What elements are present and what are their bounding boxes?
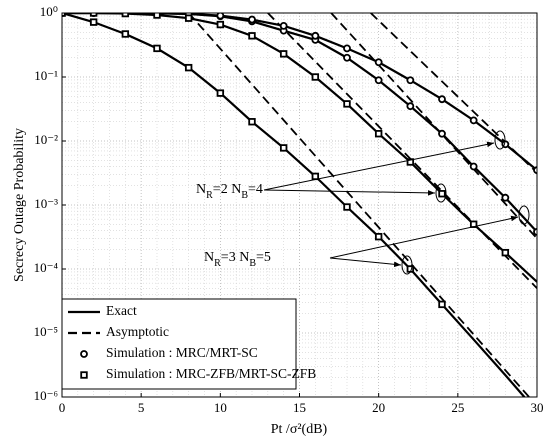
x-tick-label: 15 [293,400,306,415]
y-tick-label: 10⁻⁵ [34,324,58,339]
y-tick-label: 10⁻¹ [34,68,58,83]
circle-marker [469,116,478,125]
arrow [329,215,519,259]
arrow [329,257,402,268]
square-marker [121,13,130,18]
exact-line [62,13,526,397]
square-marker [343,203,351,211]
square-marker [89,18,98,26]
annotations: NR=2 NB=4NR=3 NB=5 [196,182,271,269]
annotation-part: N [204,250,214,265]
square-marker [406,158,415,166]
asymptotic-line [370,13,537,174]
square-marker [248,118,256,126]
asymptotic-line [330,13,537,240]
square-marker [153,13,161,19]
circle-marker [533,227,537,236]
square-marker [248,32,256,40]
square-marker [184,14,193,22]
arrow [263,141,495,191]
ellipse [401,255,413,275]
x-axis-label: Pt /σ²(dB) [271,422,328,437]
legend-label: Simulation : MRC-ZFB/MRT-SC-ZFB [106,366,316,381]
y-tick-label: 10⁻² [34,132,58,147]
annotation-part: =2 N [213,182,242,197]
annotation-part: =5 [256,250,271,265]
circle-marker [374,76,383,85]
annotation-part: =4 [248,182,263,197]
square-marker [438,300,446,309]
x-tick-label: 0 [59,400,66,415]
ellipse [494,130,506,150]
circle-marker [216,13,225,20]
exact-line [62,13,537,283]
circle-marker [501,193,510,202]
legend-label: Asymptotic [106,324,169,339]
annotation-ellipses [401,130,530,275]
legend-label: Simulation : MRC/MRT-SC [106,345,258,360]
circle-marker [406,102,415,111]
square-marker [89,13,98,17]
legend-box [61,298,297,390]
circle-marker [343,44,351,53]
circle-marker [374,58,383,67]
square-marker [343,100,351,108]
legend-marker [80,350,88,358]
x-tick-label: 30 [531,400,544,415]
y-tick-label: 10⁰ [40,4,58,19]
annotation-part: B [241,190,248,201]
x-tick-label: 10 [214,400,227,415]
legend-label: Exact [106,303,137,318]
ellipse [435,183,447,203]
legend: Exact Asymptotic Simulation : MRC/MRT-SC Si… [61,298,316,390]
annotation-part: R [214,258,221,269]
square-marker [438,190,446,198]
circle-marker [438,95,446,104]
y-tick-label: 10⁻⁶ [34,388,58,403]
circle-marker [533,166,537,175]
y-tick-label: 10⁻⁴ [34,260,59,275]
circle-marker [343,53,351,62]
square-marker [311,73,320,81]
asymptotic-line [187,13,530,397]
circle-marker [311,31,320,40]
square-marker [374,232,383,241]
asymptotic-line [267,13,537,289]
annotation-arrows [263,141,519,268]
arrow [263,189,436,196]
y-tick-label: 10⁻³ [34,196,58,211]
square-marker [279,50,288,58]
circle-marker [248,15,256,24]
axes: 0 5 10 15 20 25 30 10⁰ 10⁻¹ 10⁻² 10⁻³ 10⁻⁴ 10⁻⁵ 10⁻⁶ [34,4,544,415]
square-marker [279,144,288,152]
square-marker [501,248,510,257]
annotation-part: R [206,190,213,201]
annotation-part: N [196,182,206,197]
square-marker [184,63,193,72]
square-marker [216,20,225,29]
square-marker [216,89,225,97]
square-marker [153,44,161,53]
ellipse [518,205,530,225]
square-marker [374,130,383,138]
x-tick-label: 5 [138,400,145,415]
x-tick-label: 25 [451,400,464,415]
y-axis-label: Secrecy Outage Probability [12,128,27,282]
annotation: NR=3 NB=5 [204,250,271,269]
x-tick-label: 20 [372,400,385,415]
square-marker [311,172,320,181]
annotation-part: B [249,258,256,269]
circle-marker [406,76,415,85]
annotation-part: =3 N [221,250,250,265]
annotation: NR=2 NB=4 [196,182,263,201]
circle-marker [469,162,478,171]
circle-marker [438,129,446,138]
legend-marker [80,371,88,379]
circle-marker [279,21,288,30]
square-marker [121,30,130,38]
